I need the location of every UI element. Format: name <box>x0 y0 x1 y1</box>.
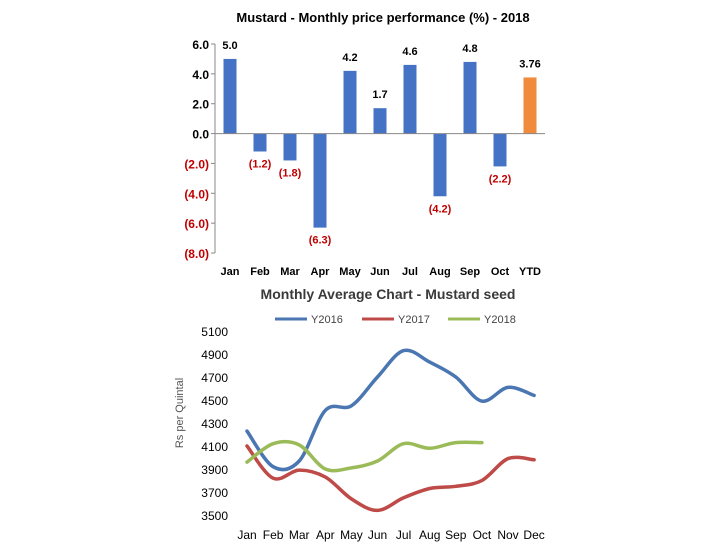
line-x-tick-label: Jan <box>237 528 256 542</box>
bar-mar <box>283 133 297 161</box>
bar-x-tick-label: Oct <box>491 266 510 278</box>
bar-y-tick-label: 0.0 <box>192 128 209 142</box>
bar-data-label: 1.7 <box>372 89 387 101</box>
bar-x-tick-label: Sep <box>460 266 480 278</box>
bar-x-tick-label: Mar <box>280 266 300 278</box>
line-x-tick-label: Jul <box>396 528 411 542</box>
bar-y-tick-label: (4.0) <box>184 187 209 201</box>
line-y-tick-label: 4900 <box>201 348 228 362</box>
bar-aug <box>433 133 447 197</box>
bar-ytd <box>523 77 537 134</box>
bar-y-tick-label: 4.0 <box>192 68 209 82</box>
bar-chart-data-labels: 5.0 (1.2) (1.8) (6.3) 4.2 1.7 4.6 (4.2) 4.8 (2.2)… <box>222 40 540 247</box>
bar-data-label: (1.8) <box>279 167 302 179</box>
series-line-y2018 <box>245 439 484 473</box>
bar-data-label: (2.2) <box>489 173 512 185</box>
line-chart-series <box>245 348 536 513</box>
bar-y-tick-label: (8.0) <box>184 247 209 261</box>
bar-y-tick-label: 6.0 <box>192 38 209 52</box>
bar-x-tick-label: Jan <box>221 266 240 278</box>
bar-data-label: 4.6 <box>402 46 417 58</box>
bar-sep <box>463 61 477 134</box>
line-y-tick-label: 4100 <box>201 440 228 454</box>
bar-data-label: (6.3) <box>309 235 332 247</box>
bar-chart-y-axis: 6.0 4.0 2.0 0.0 (2.0) (4.0) (6.0) (8.0) <box>184 38 216 261</box>
line-x-tick-label: Apr <box>316 528 335 542</box>
legend-label-y2017: Y2017 <box>398 314 430 326</box>
bar-oct <box>493 133 507 167</box>
line-chart-x-axis: Jan Feb Mar Apr May Jun Jul Aug Sep Oct Nov Dec <box>237 528 544 542</box>
bar-may <box>343 70 357 134</box>
series-line-y2017 <box>245 444 536 513</box>
bar-chart: Mustard - Monthly price performance (%) … <box>184 10 545 278</box>
line-y-tick-label: 4300 <box>201 417 228 431</box>
bar-chart-x-axis: Jan Feb Mar Apr May Jun Jul Aug Sep Oct YTD <box>215 133 545 278</box>
bar-x-tick-label: Jul <box>402 266 418 278</box>
bar-jan <box>223 58 237 134</box>
bar-data-label: 4.8 <box>462 43 477 55</box>
bar-y-tick-label: (2.0) <box>184 157 209 171</box>
bar-x-tick-label: May <box>339 266 361 278</box>
bar-apr <box>313 133 327 228</box>
bar-chart-title: Mustard - Monthly price performance (%) … <box>236 10 529 25</box>
legend-label-y2016: Y2016 <box>311 314 343 326</box>
bar-data-label: (1.2) <box>249 158 272 170</box>
line-y-tick-label: 3900 <box>201 463 228 477</box>
line-x-tick-label: Dec <box>523 528 544 542</box>
line-y-tick-label: 4700 <box>201 371 228 385</box>
line-y-tick-label: 3700 <box>201 486 228 500</box>
line-chart: Monthly Average Chart - Mustard seed Y20… <box>174 286 545 542</box>
bar-data-label: (4.2) <box>429 203 452 215</box>
legend-label-y2018: Y2018 <box>484 314 516 326</box>
line-x-tick-label: Feb <box>263 528 284 542</box>
bar-data-label: 4.2 <box>342 52 357 64</box>
line-x-tick-label: Aug <box>419 528 440 542</box>
series-line-y2016 <box>245 348 536 472</box>
line-chart-y-axis-label: Rs per Quintal <box>174 378 186 448</box>
line-x-tick-label: Mar <box>289 528 310 542</box>
bar-data-label: 3.76 <box>519 58 540 70</box>
line-x-tick-label: Sep <box>445 528 467 542</box>
bar-jul <box>403 64 417 134</box>
bar-y-tick-label: (6.0) <box>184 217 209 231</box>
bar-y-tick-label: 2.0 <box>192 98 209 112</box>
line-x-tick-label: Jun <box>368 528 387 542</box>
line-y-tick-label: 4500 <box>201 394 228 408</box>
line-y-tick-label: 3500 <box>201 509 228 523</box>
line-chart-legend: Y2016 Y2017 Y2018 <box>275 314 516 326</box>
bar-chart-bars <box>223 58 537 228</box>
bar-feb <box>253 133 267 152</box>
bar-x-tick-label: Feb <box>250 266 270 278</box>
bar-data-label: 5.0 <box>222 40 237 52</box>
bar-jun <box>373 108 387 134</box>
line-chart-title: Monthly Average Chart - Mustard seed <box>261 286 516 302</box>
line-x-tick-label: Oct <box>473 528 492 542</box>
bar-x-tick-label: Aug <box>429 266 450 278</box>
bar-x-tick-label: Apr <box>311 266 331 278</box>
line-chart-y-axis: 5100 4900 4700 4500 4300 4100 3900 3700 3500 <box>201 325 228 523</box>
line-y-tick-label: 5100 <box>201 325 228 339</box>
bar-x-tick-label: Jun <box>370 266 390 278</box>
line-x-tick-label: May <box>340 528 363 542</box>
bar-x-tick-label: YTD <box>519 266 541 278</box>
line-x-tick-label: Nov <box>497 528 518 542</box>
